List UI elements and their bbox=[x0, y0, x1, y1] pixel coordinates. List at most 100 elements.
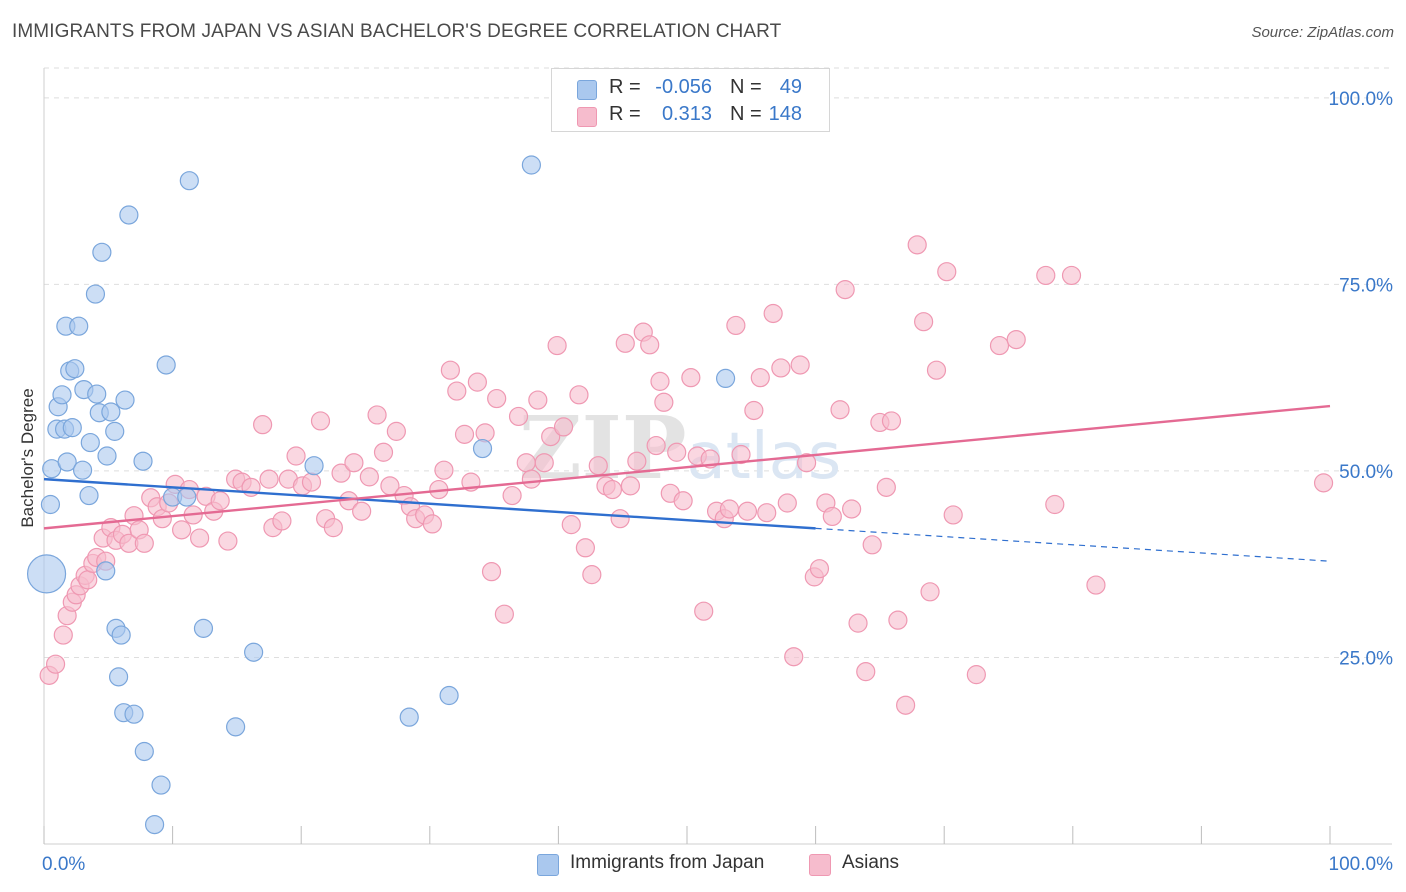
asians-point bbox=[344, 453, 364, 473]
asians-point bbox=[575, 538, 596, 558]
asians-point bbox=[835, 280, 855, 300]
legend-r-value: 0.313 bbox=[661, 103, 712, 125]
asians-point bbox=[541, 427, 561, 447]
japan-point bbox=[69, 316, 89, 336]
legend-item-asians: Asians bbox=[809, 852, 929, 878]
asians-point bbox=[784, 647, 804, 667]
japan-point bbox=[62, 418, 82, 438]
legend-n-value: 148 bbox=[768, 103, 802, 125]
x-tick-label: 100.0% bbox=[1329, 854, 1394, 875]
asians-point bbox=[914, 312, 934, 332]
asians-point bbox=[731, 444, 751, 465]
asians-point bbox=[876, 477, 896, 497]
asians-point bbox=[926, 360, 947, 380]
asians-point bbox=[467, 372, 487, 392]
asians-point bbox=[966, 665, 986, 685]
asians-point bbox=[667, 442, 687, 462]
asians-point bbox=[1006, 330, 1026, 350]
asians-point bbox=[190, 528, 210, 548]
asians-point bbox=[830, 400, 850, 420]
japan-point bbox=[26, 554, 67, 594]
asians-point bbox=[547, 335, 567, 356]
asians-point bbox=[561, 515, 581, 535]
asians-point bbox=[1086, 575, 1106, 595]
asians-point bbox=[494, 604, 514, 624]
japan-point bbox=[177, 487, 197, 507]
japan-point bbox=[439, 685, 459, 706]
legend-r-label: R = bbox=[609, 76, 641, 98]
y-tick-label: 100.0% bbox=[1329, 89, 1394, 110]
asians-swatch-icon bbox=[577, 107, 597, 127]
asians-point bbox=[763, 303, 783, 324]
asians-point bbox=[521, 469, 541, 489]
asians-point bbox=[323, 518, 343, 538]
asians-point bbox=[842, 499, 862, 519]
asians-point bbox=[45, 654, 66, 674]
asians-point bbox=[475, 423, 495, 443]
asians-point bbox=[53, 625, 73, 645]
asians-point bbox=[1036, 265, 1056, 286]
asians-point bbox=[272, 511, 292, 531]
japan-point bbox=[244, 642, 264, 662]
asians-point bbox=[310, 411, 331, 431]
source-credit: Source: ZipAtlas.com bbox=[1251, 24, 1394, 41]
japan-point bbox=[115, 390, 135, 410]
asians-point bbox=[620, 476, 641, 496]
asians-point bbox=[920, 582, 940, 602]
japan-point bbox=[179, 171, 199, 191]
japan-point bbox=[79, 485, 99, 506]
asians-point bbox=[856, 662, 876, 682]
asians-swatch-icon bbox=[809, 854, 831, 876]
asians-point bbox=[737, 501, 758, 521]
japan-point bbox=[715, 368, 736, 388]
asians-point bbox=[553, 417, 574, 437]
japan-point bbox=[80, 432, 100, 453]
japan-point bbox=[101, 402, 121, 422]
japan-point bbox=[105, 421, 125, 441]
asians-point bbox=[654, 392, 674, 412]
asians-point bbox=[681, 368, 701, 388]
asians-point bbox=[888, 610, 908, 630]
asians-point bbox=[796, 453, 817, 473]
asians-point bbox=[286, 446, 306, 466]
asians-point bbox=[259, 469, 279, 489]
asians-point bbox=[352, 501, 372, 521]
japan-swatch-icon bbox=[537, 854, 559, 876]
legend-item-japan: Immigrants from Japan bbox=[537, 852, 797, 878]
japan-point bbox=[52, 385, 72, 405]
asians-point bbox=[331, 463, 351, 483]
japan-point bbox=[108, 667, 129, 687]
asians-point bbox=[1313, 473, 1334, 493]
asians-point bbox=[881, 411, 902, 431]
japan-point bbox=[87, 384, 107, 404]
asians-point bbox=[502, 485, 522, 506]
asians-point bbox=[582, 565, 602, 585]
asians-trend-line bbox=[43, 404, 1331, 530]
asians-point bbox=[719, 499, 740, 519]
japan-point bbox=[472, 438, 493, 459]
asians-point bbox=[610, 509, 630, 529]
asians-point bbox=[447, 381, 467, 401]
asians-point bbox=[210, 491, 230, 511]
legend-n-label: N = bbox=[730, 76, 762, 98]
x-tick-label: 0.0% bbox=[42, 854, 85, 875]
japan-trend-line bbox=[43, 477, 816, 530]
asians-point bbox=[750, 368, 770, 388]
japan-point bbox=[151, 775, 171, 795]
asians-point bbox=[359, 467, 379, 487]
asians-point bbox=[943, 505, 963, 525]
asians-point bbox=[367, 405, 387, 425]
asians-point bbox=[757, 503, 777, 523]
legend-n-value: 49 bbox=[779, 76, 802, 98]
japan-point bbox=[85, 284, 106, 304]
legend-r-value: -0.056 bbox=[655, 76, 712, 98]
asians-point bbox=[907, 235, 927, 255]
asians-point bbox=[937, 262, 957, 282]
japan-point bbox=[193, 618, 214, 638]
japan-point bbox=[57, 452, 77, 472]
asians-point bbox=[896, 695, 916, 715]
asians-point bbox=[822, 506, 842, 527]
asians-point bbox=[777, 493, 797, 513]
asians-point bbox=[694, 601, 714, 621]
